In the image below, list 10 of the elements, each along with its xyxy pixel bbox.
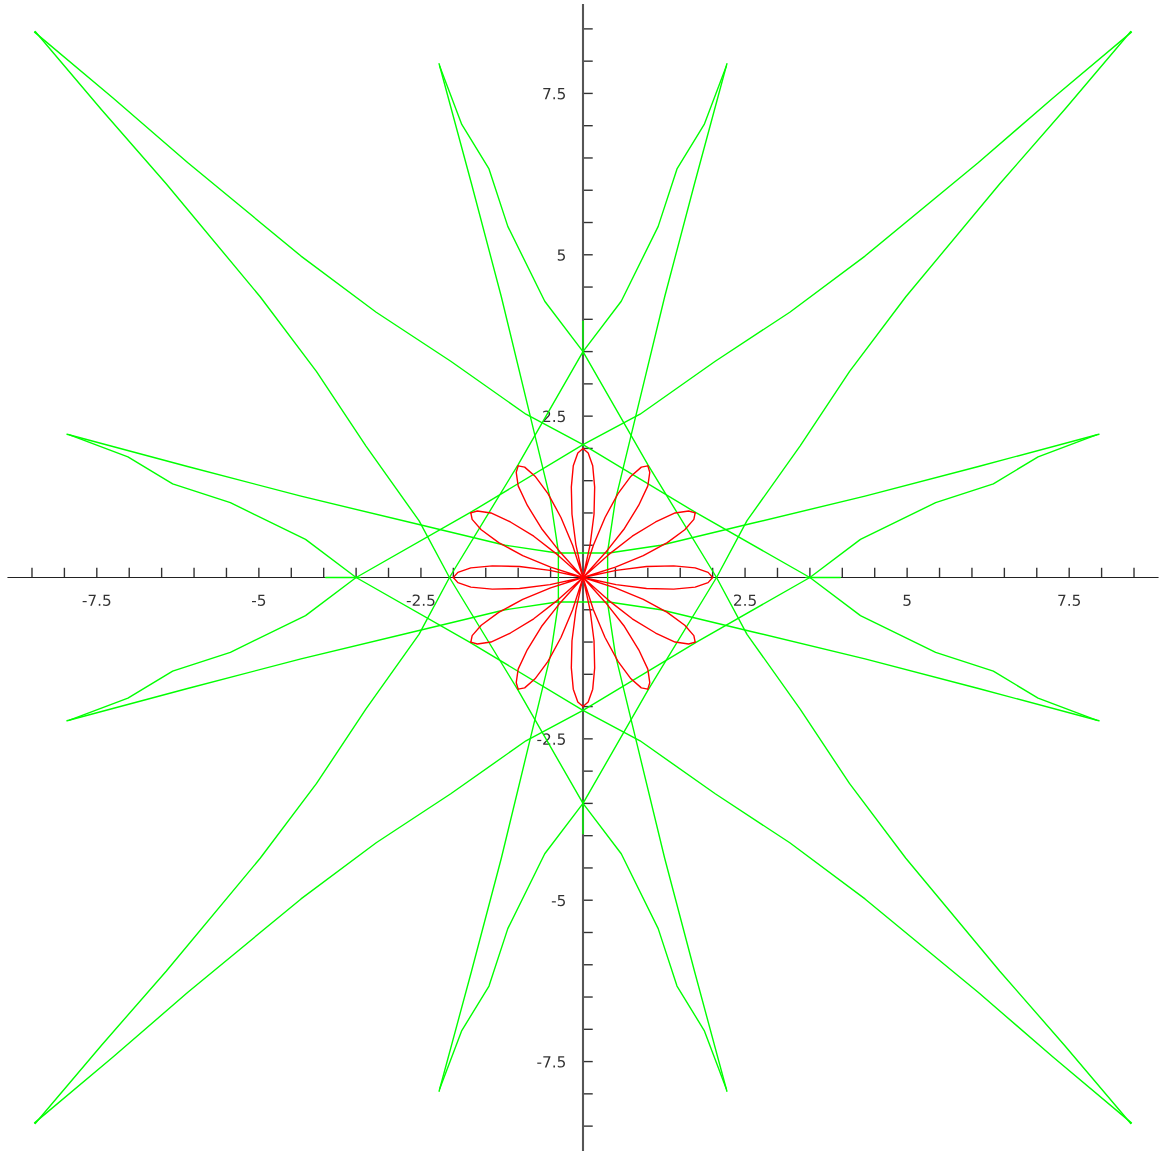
y-tick-label: 7.5: [543, 88, 565, 100]
x-tick-label: 5: [903, 594, 911, 606]
y-tick-label: -5: [551, 894, 565, 907]
x-tick-label: -7.5: [82, 594, 111, 606]
x-tick-label: 2.5: [734, 594, 756, 606]
x-tick-label: -2.5: [406, 594, 435, 606]
y-tick-label: 5: [557, 249, 565, 261]
x-tick-label: -5: [252, 594, 266, 606]
y-tick-label: -7.5: [537, 1056, 565, 1068]
x-tick-label: 7.5: [1058, 594, 1080, 606]
